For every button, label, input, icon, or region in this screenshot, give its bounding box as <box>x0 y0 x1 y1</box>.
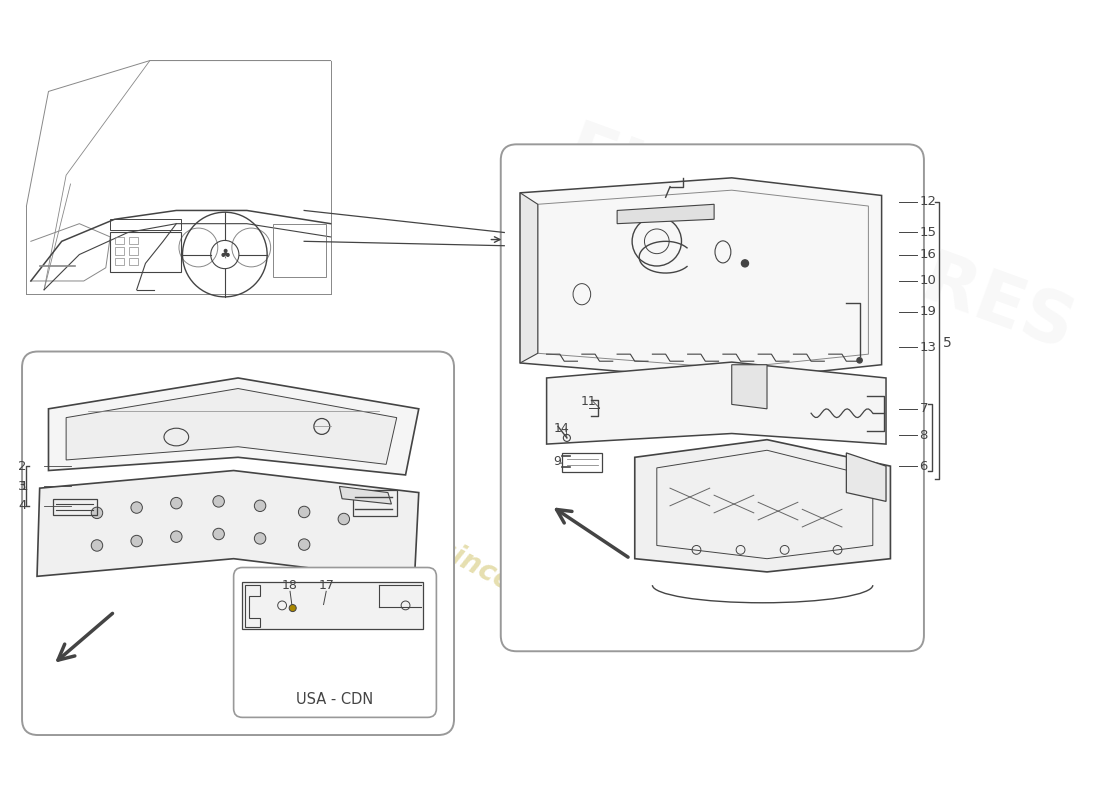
Circle shape <box>254 533 266 544</box>
Text: 6: 6 <box>920 460 928 473</box>
Bar <box>53 498 97 514</box>
Bar <box>110 233 180 272</box>
Circle shape <box>131 502 142 514</box>
Polygon shape <box>520 193 538 363</box>
Bar <box>353 490 397 516</box>
Polygon shape <box>617 204 714 224</box>
Polygon shape <box>48 378 419 475</box>
Circle shape <box>213 496 224 507</box>
Text: 3: 3 <box>18 480 26 493</box>
Polygon shape <box>635 440 890 572</box>
Circle shape <box>298 506 310 518</box>
Circle shape <box>289 605 296 611</box>
Circle shape <box>741 260 748 267</box>
Text: 5: 5 <box>944 336 953 350</box>
Circle shape <box>254 500 266 511</box>
Text: USA - CDN: USA - CDN <box>296 692 374 707</box>
Circle shape <box>170 498 183 509</box>
Bar <box>273 224 327 277</box>
Text: 4: 4 <box>18 499 26 512</box>
Circle shape <box>91 540 102 551</box>
Text: 18: 18 <box>282 578 298 592</box>
Text: 17: 17 <box>318 578 334 592</box>
FancyBboxPatch shape <box>500 144 924 651</box>
Text: 11: 11 <box>581 395 596 408</box>
Text: 7: 7 <box>920 402 928 415</box>
Text: 10: 10 <box>920 274 936 287</box>
Text: 19: 19 <box>920 306 936 318</box>
Polygon shape <box>846 453 886 502</box>
FancyBboxPatch shape <box>233 567 437 718</box>
Text: 1: 1 <box>20 480 28 493</box>
Circle shape <box>213 528 224 540</box>
Circle shape <box>91 507 102 518</box>
Text: 2: 2 <box>18 460 26 473</box>
Bar <box>110 219 180 230</box>
Bar <box>129 258 139 265</box>
Polygon shape <box>340 486 392 504</box>
Circle shape <box>131 535 142 546</box>
Text: EUROSPARES: EUROSPARES <box>556 117 1084 366</box>
Polygon shape <box>242 582 424 630</box>
Text: ♣: ♣ <box>219 248 230 261</box>
Bar <box>129 247 139 254</box>
Circle shape <box>170 531 183 542</box>
Text: 9: 9 <box>553 455 561 468</box>
Bar <box>114 258 124 265</box>
Circle shape <box>338 514 350 525</box>
Polygon shape <box>37 470 419 581</box>
Bar <box>114 237 124 244</box>
Bar <box>129 237 139 244</box>
Text: 12: 12 <box>920 195 936 208</box>
Text: 13: 13 <box>920 341 936 354</box>
Polygon shape <box>547 362 886 444</box>
Text: 8: 8 <box>920 429 928 442</box>
FancyBboxPatch shape <box>22 351 454 735</box>
Polygon shape <box>66 389 397 464</box>
Polygon shape <box>732 365 767 409</box>
Polygon shape <box>520 178 881 381</box>
Bar <box>114 247 124 254</box>
Circle shape <box>298 539 310 550</box>
Text: 14: 14 <box>553 422 570 434</box>
Text: a passion for parts since 1985: a passion for parts since 1985 <box>164 391 594 638</box>
Bar <box>562 453 602 472</box>
Circle shape <box>857 358 862 363</box>
Text: 16: 16 <box>920 248 936 261</box>
Text: 15: 15 <box>920 226 936 239</box>
